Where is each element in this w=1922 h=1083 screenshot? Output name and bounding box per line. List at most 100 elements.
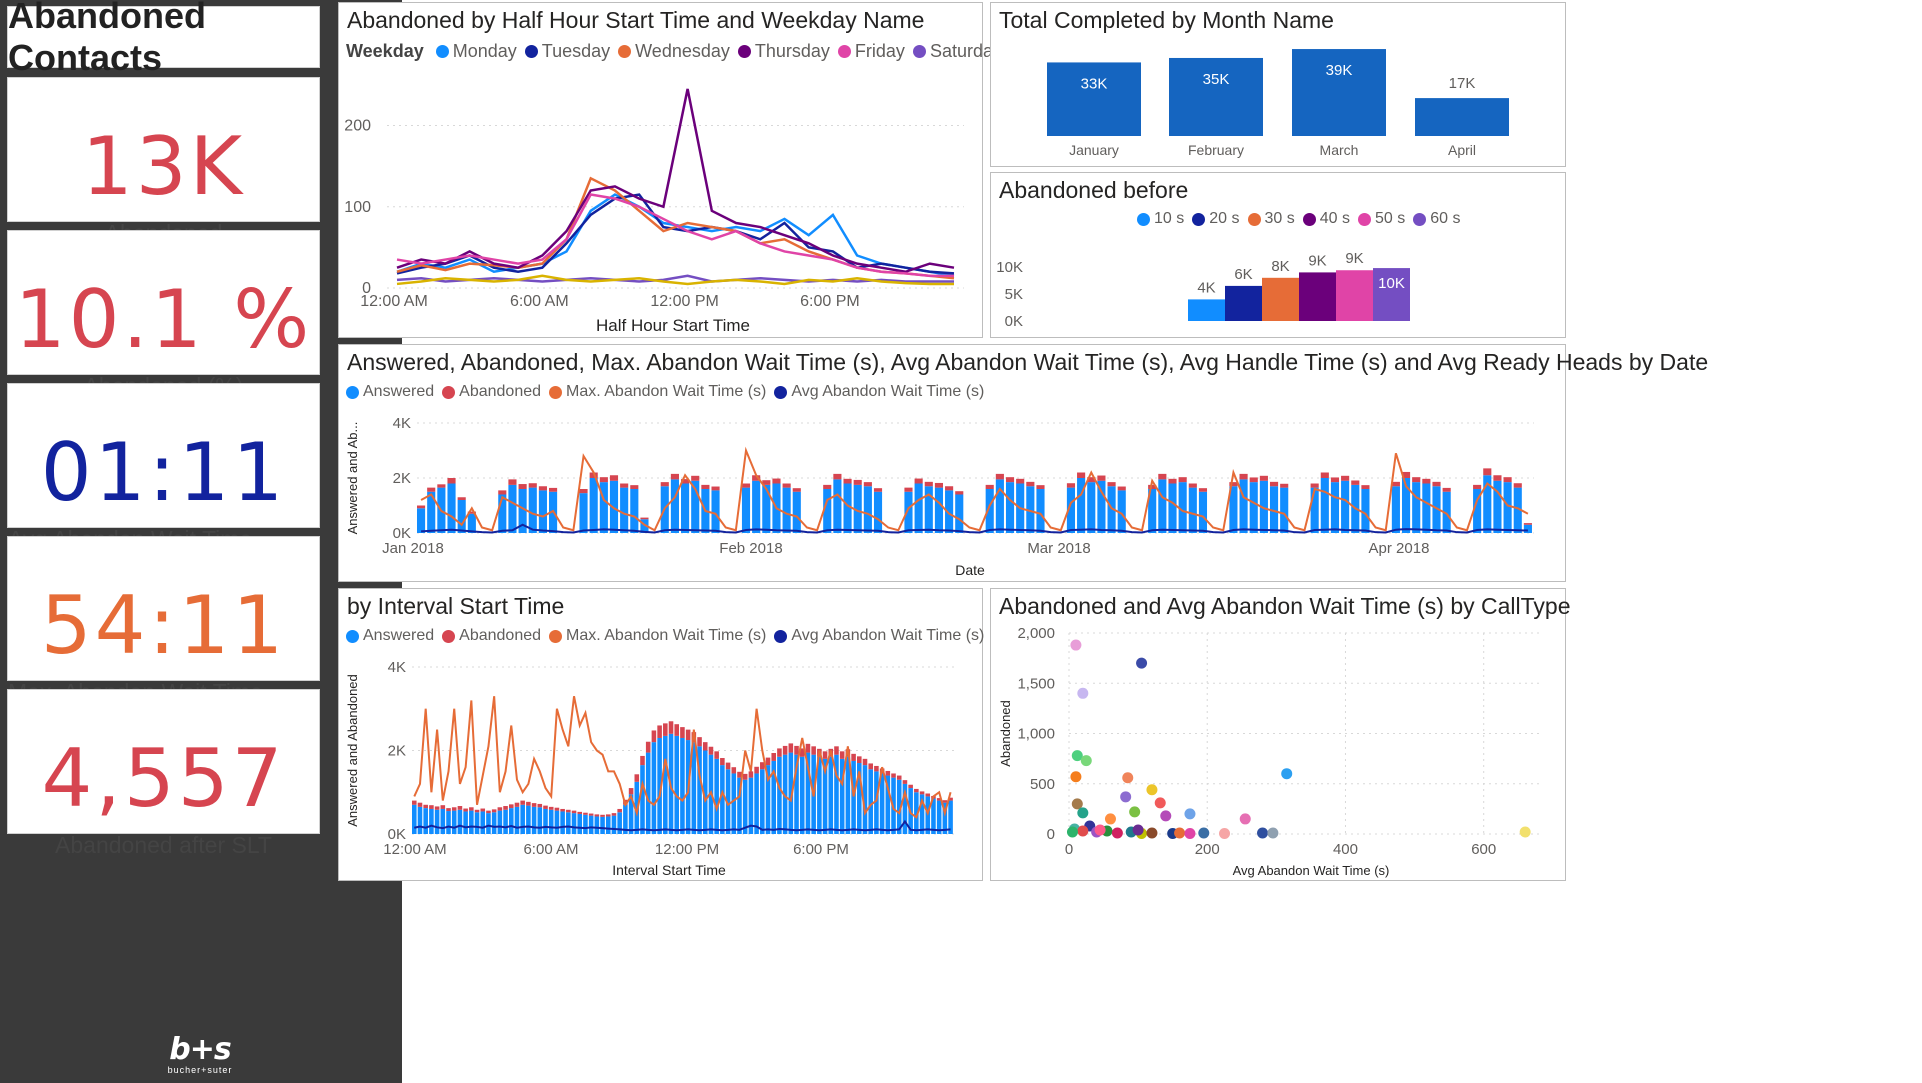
y-tick-label: 2,000 <box>1017 625 1055 642</box>
legend-item[interactable]: Monday <box>435 41 517 62</box>
legend-item[interactable]: Max. Abandon Wait Time (s) <box>549 383 766 401</box>
answered-bar <box>514 806 520 834</box>
answered-bar <box>737 777 742 834</box>
answered-bar <box>423 808 428 834</box>
legend-item[interactable]: Friday <box>837 41 905 62</box>
y-tick-label: 0K <box>1005 313 1023 330</box>
kpi-abandoned[interactable]: 13K Abandoned <box>7 77 320 246</box>
abandoned-bar <box>1473 484 1482 489</box>
panel-abandoned-by-half-hour[interactable]: Abandoned by Half Hour Start Time and We… <box>338 2 1052 339</box>
answered-bar <box>788 752 794 834</box>
legend-item[interactable]: 40 s <box>1302 210 1350 228</box>
abandoned-bar <box>1077 472 1086 478</box>
answered-bar <box>508 808 514 834</box>
chart-legend[interactable]: 10 s 20 s 30 s 40 s 50 s 60 s <box>1137 210 1469 228</box>
legend-item[interactable]: Abandoned <box>442 627 541 645</box>
x-tick-label: 0 <box>1065 841 1073 858</box>
legend-item[interactable]: Avg Abandon Wait Time (s) <box>774 627 984 645</box>
scatter-chart[interactable]: 0 500 1,000 1,500 2,000 0 200 400 600 Avg Abandon… <box>991 589 1567 882</box>
combo-chart[interactable]: 0K 2K 4K 12:00 AM 6:00 AM 12:00 PM 6:00 PM Inte… <box>339 589 984 882</box>
abandoned-bar <box>995 473 1004 480</box>
legend-item[interactable]: Answered <box>346 627 434 645</box>
legend-item[interactable]: 50 s <box>1358 210 1405 228</box>
bar-data-label: 9K <box>1345 250 1363 267</box>
abandoned-bar <box>1320 472 1329 478</box>
answered-bar <box>628 794 634 834</box>
panel-scatter-calltype[interactable]: Abandoned and Avg Abandon Wait Time (s) … <box>990 588 1571 882</box>
chart-legend[interactable]: Answered Abandoned Max. Abandon Wait Time … <box>346 627 992 645</box>
legend-label: 10 s <box>1154 210 1185 227</box>
abandoned-bar <box>1341 475 1350 481</box>
answered-bar <box>1422 483 1431 533</box>
legend-item[interactable]: Answered <box>346 383 434 401</box>
abandoned-bar <box>794 745 799 755</box>
answered-bar <box>924 486 933 533</box>
answered-bar <box>792 491 801 533</box>
line-chart[interactable]: 0 100 200 12:00 AM 6:00 AM 12:00 PM 6:00 PM Hal… <box>339 3 984 339</box>
y-axis-title: Abandoned <box>998 700 1013 767</box>
panel-by-date[interactable]: Answered, Abandoned, Max. Abandon Wait T… <box>338 344 1708 583</box>
abandoned-bar <box>538 486 547 491</box>
bar-data-label: 4K <box>1197 279 1215 296</box>
scatter-point <box>1071 750 1083 762</box>
kpi-avg-abandon-wait[interactable]: 01:11 Avg Abandon Wait Time (mm:ss) <box>7 383 320 579</box>
legend-item[interactable]: Tuesday <box>524 41 610 62</box>
series-line-sunday <box>396 274 954 286</box>
legend-item[interactable]: Wednesday <box>618 41 730 62</box>
abandoned-bar <box>467 511 476 514</box>
answered-bar <box>1412 482 1421 533</box>
bar-chart[interactable]: 0K 5K 10K 4K 6K 8K 9K 9K 10K <box>991 173 1567 339</box>
abandoned-bar <box>799 748 805 757</box>
answered-bar <box>645 752 651 834</box>
abandoned-bar <box>651 730 657 743</box>
legend-label: Monday <box>452 41 517 61</box>
abandoned-bar <box>945 486 954 491</box>
x-tick-label: January <box>1069 142 1119 158</box>
scatter-point <box>1146 784 1158 796</box>
abandoned-bar <box>1016 478 1025 484</box>
abandoned-bar <box>737 771 742 778</box>
bar-april <box>1415 98 1509 136</box>
answered-bar <box>583 814 588 834</box>
legend-label: Answered <box>363 627 435 644</box>
legend-item[interactable]: Avg Abandon Wait Time (s) <box>774 383 984 401</box>
bar-data-label: 10K <box>1378 275 1405 292</box>
abandoned-bar <box>497 807 503 811</box>
kpi-max-abandon-wait[interactable]: 54:11 Max. Abandon Wait Time (mm:ss) <box>7 536 320 732</box>
combo-chart[interactable]: 0K 2K 4K Jan 2018 Feb 2018 Mar 2018 Apr 2018 Da… <box>339 345 1567 583</box>
x-tick-label: April <box>1448 142 1476 158</box>
bar-chart[interactable]: 33K January 35K February 39K March 17K April <box>991 3 1567 168</box>
answered-bar <box>942 802 948 834</box>
abandoned-bar <box>1036 485 1045 489</box>
abandoned-bar <box>1330 477 1340 483</box>
legend-item[interactable]: Thursday <box>737 41 830 62</box>
scatter-point <box>1160 810 1172 822</box>
panel-total-completed-by-month[interactable]: Total Completed by Month Name 33K January… <box>990 2 1566 167</box>
chart-legend[interactable]: Answered Abandoned Max. Abandon Wait Time … <box>346 383 992 401</box>
panel-abandoned-before[interactable]: Abandoned before 10 s 20 s 30 s 40 s 50 s 60 … <box>990 172 1566 338</box>
kpi-value: 10.1 % <box>14 273 313 366</box>
legend-label: Answered <box>363 383 435 400</box>
kpi-abandoned-after-slt[interactable]: 4,557 Abandoned after SLT <box>7 689 320 858</box>
answered-bar <box>599 482 608 533</box>
kpi-abandoned-pct[interactable]: 10.1 % Abandoned (%) <box>7 230 320 399</box>
answered-bar <box>640 519 649 533</box>
abandoned-bar <box>772 478 781 484</box>
legend-item[interactable]: 30 s <box>1247 210 1295 228</box>
legend-item[interactable]: Abandoned <box>442 383 541 401</box>
answered-bar <box>417 806 423 834</box>
answered-bar <box>680 737 685 834</box>
answered-bar <box>554 810 560 834</box>
legend-item[interactable]: Saturday <box>912 41 1002 62</box>
legend-item[interactable]: Max. Abandon Wait Time (s) <box>549 627 766 645</box>
legend-item[interactable]: 60 s <box>1413 210 1461 228</box>
legend-item[interactable]: 10 s <box>1137 210 1184 228</box>
answered-bar <box>446 811 451 834</box>
legend-dot <box>774 385 788 399</box>
panel-title: by Interval Start Time <box>347 593 565 619</box>
abandoned-bar <box>1239 473 1248 480</box>
abandoned-bar <box>463 808 468 812</box>
legend-item[interactable]: 20 s <box>1192 210 1240 228</box>
panel-by-interval[interactable]: by Interval Start Time Answered Abandoned… <box>338 588 984 882</box>
abandoned-bar <box>594 814 600 817</box>
